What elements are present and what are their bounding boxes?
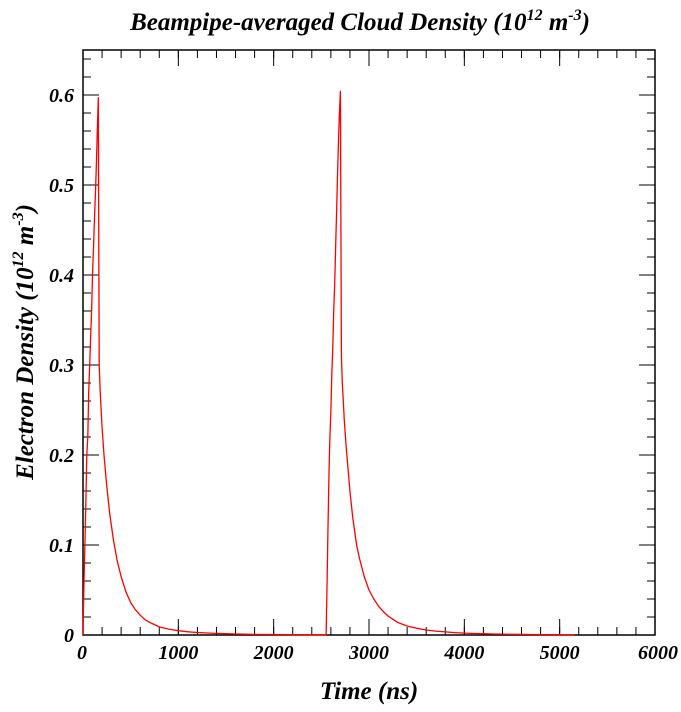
x-tick-label: 6000 <box>638 642 678 664</box>
x-tick-label: 0 <box>77 642 87 664</box>
ylabel-unit: m <box>12 226 39 252</box>
x-axis-label: Time (ns) <box>320 678 418 705</box>
title-unit: m <box>543 9 569 36</box>
title-exponent-1: 12 <box>527 7 543 24</box>
title-exponent-2: -3 <box>568 7 581 24</box>
series-line-electron-density <box>82 90 575 636</box>
ylabel-close: ) <box>12 204 39 214</box>
chart-title: Beampipe-averaged Cloud Density (1012 m-… <box>129 7 590 36</box>
ylabel-exponent-2: -3 <box>10 212 27 225</box>
ylabel-main: Electron Density (10 <box>12 267 39 481</box>
y-tick-label: 0.5 <box>49 175 74 197</box>
title-main: Beampipe-averaged Cloud Density (10 <box>129 9 527 36</box>
y-tick-label: 0.4 <box>49 265 74 287</box>
x-tick-label: 3000 <box>348 642 389 664</box>
y-tick-label: 0.3 <box>49 355 74 377</box>
ylabel-exponent-1: 12 <box>10 251 27 267</box>
y-tick-label: 0.6 <box>49 85 74 107</box>
y-axis-label: Electron Density (1012 m-3) <box>10 204 39 481</box>
y-tick-label: 0 <box>64 625 74 647</box>
x-tick-label: 5000 <box>540 642 580 664</box>
title-close: ) <box>580 9 590 36</box>
y-tick-label: 0.1 <box>49 535 74 557</box>
x-tick-label: 1000 <box>158 642 198 664</box>
y-tick-label: 0.2 <box>49 445 74 467</box>
x-tick-label: 4000 <box>443 642 484 664</box>
x-tick-label: 2000 <box>253 642 294 664</box>
y-axis: 0 0.1 0.2 0.3 0.4 0.5 0.6 <box>49 58 655 647</box>
